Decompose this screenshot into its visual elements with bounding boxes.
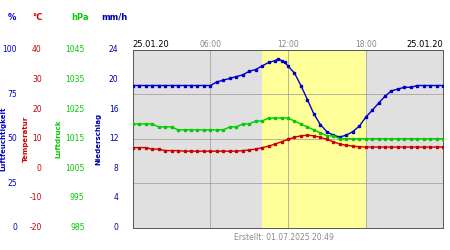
- Text: 20: 20: [32, 105, 42, 114]
- Text: Luftdruck: Luftdruck: [55, 120, 62, 158]
- Text: mm/h: mm/h: [102, 12, 128, 22]
- Text: Temperatur: Temperatur: [23, 116, 29, 162]
- Text: 30: 30: [32, 75, 42, 84]
- Text: %: %: [8, 12, 16, 22]
- Text: 0: 0: [37, 164, 42, 173]
- Text: 40: 40: [32, 46, 42, 54]
- Text: 16: 16: [109, 105, 118, 114]
- Text: Niederschlag: Niederschlag: [95, 113, 101, 165]
- Text: 75: 75: [7, 90, 17, 99]
- Text: -10: -10: [30, 194, 42, 202]
- Text: 50: 50: [7, 134, 17, 143]
- Text: 1045: 1045: [65, 46, 85, 54]
- Text: 0: 0: [12, 223, 17, 232]
- Bar: [262, 50, 365, 228]
- Text: 24: 24: [109, 46, 118, 54]
- Text: 100: 100: [3, 46, 17, 54]
- Text: 985: 985: [70, 223, 85, 232]
- Text: 25.01.20: 25.01.20: [133, 40, 170, 49]
- Text: 1035: 1035: [65, 75, 85, 84]
- Text: 8: 8: [113, 164, 118, 173]
- Text: 25: 25: [8, 178, 17, 188]
- Text: 0: 0: [113, 223, 118, 232]
- Text: 25.01.20: 25.01.20: [406, 40, 443, 49]
- Text: Erstellt: 01.07.2025 20:49: Erstellt: 01.07.2025 20:49: [234, 234, 333, 242]
- Text: 10: 10: [32, 134, 42, 143]
- Text: 1015: 1015: [65, 134, 85, 143]
- Text: 1005: 1005: [65, 164, 85, 173]
- Text: 20: 20: [109, 75, 118, 84]
- Text: Luftfeuchtigkeit: Luftfeuchtigkeit: [0, 106, 7, 171]
- Text: 995: 995: [70, 194, 85, 202]
- Text: 1025: 1025: [65, 105, 85, 114]
- Text: 12: 12: [109, 134, 118, 143]
- Text: °C: °C: [32, 12, 43, 22]
- Text: 4: 4: [113, 194, 118, 202]
- Text: hPa: hPa: [72, 12, 89, 22]
- Text: -20: -20: [30, 223, 42, 232]
